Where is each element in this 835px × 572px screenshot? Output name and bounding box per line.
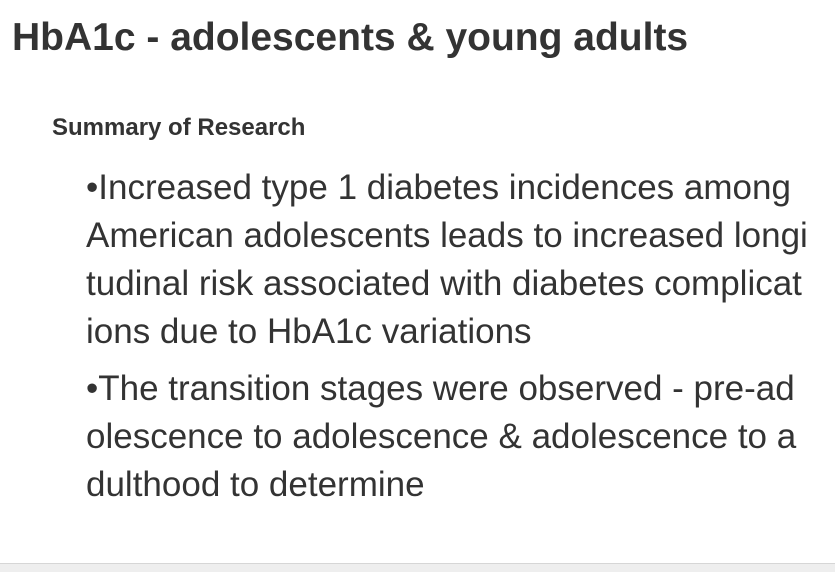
bullet-list: •Increased type 1 diabetes incidences am…: [86, 164, 808, 518]
slide-title: HbA1c - adolescents & young adults: [12, 16, 689, 59]
bullet: •The transition stages were observed - p…: [86, 369, 797, 504]
footer-bar: [0, 563, 835, 572]
section-heading: Summary of Research: [52, 114, 306, 141]
bullet: •Increased type 1 diabetes incidences am…: [86, 168, 808, 351]
